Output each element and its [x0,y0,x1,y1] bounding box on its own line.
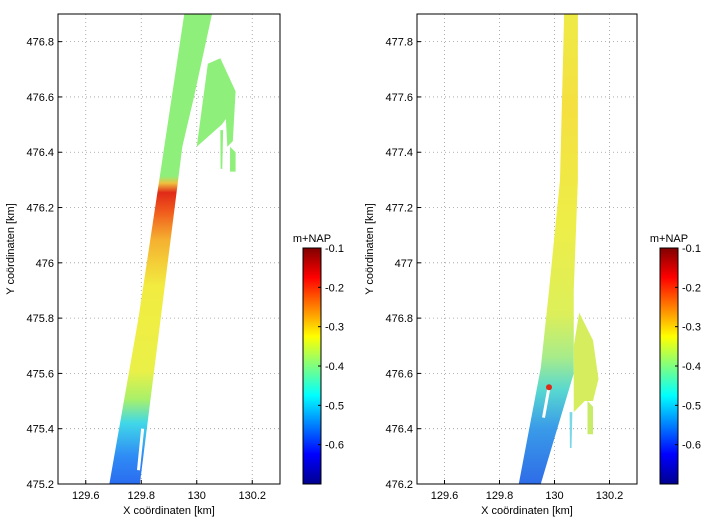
colorbar-title: m+NAP [650,233,688,245]
colorbar-tick-label: -0.3 [325,322,344,334]
axes-frame [416,13,638,485]
colorbar-tick-label: -0.1 [682,243,701,255]
colorbar-tick-label: -0.4 [325,361,344,373]
y-tick-label: 476.4 [26,147,54,159]
y-tick-label: 476.6 [385,368,413,380]
pier-1 [220,130,224,169]
chart-panel-1: 129.6 129.8 130 130.2 475.2 475.4 475.6 475.8 47… [5,13,344,517]
colorbar-tick-label: -0.2 [325,282,344,294]
harbour-region [196,58,236,147]
y-tick-label: 477 [395,258,413,270]
x-tick-label: 129.8 [127,490,155,502]
colorbar-tick-label: -0.5 [682,400,701,412]
x-tick-label: 130 [188,490,206,502]
y-tick-label: 475.8 [26,313,54,325]
water-level-field [518,14,578,484]
pier-2 [230,146,236,172]
structure-marker [136,428,145,471]
pier-1 [569,412,573,449]
y-tick-label: 476.8 [26,37,54,49]
pier-2 [587,401,593,435]
y-tick-label: 476.2 [26,203,54,215]
colorbar-tick-label: -0.6 [682,440,701,452]
chart-panel-2: 129.6 129.8 130 130.2 476.2 476.4 476.6 476.8 47… [364,13,701,517]
colorbar-tick-label: -0.5 [325,400,344,412]
y-axis-label: Y coördinaten [km] [364,203,376,295]
y-axis-label: Y coördinaten [km] [5,203,17,295]
colorbar-tick-label: -0.4 [682,361,701,373]
harbour-region [573,312,599,413]
y-tick-label: 476 [36,258,54,270]
x-axis-label: X coördinaten [km] [123,505,215,517]
structure-marker [542,386,551,418]
x-tick-label: 129.8 [486,490,514,502]
y-tick-label: 477.4 [385,147,413,159]
colorbar-tick-label: -0.6 [325,440,344,452]
colorbar: m+NAP-0.1 -0.2 -0.3 -0.4 -0.5 -0.6 [293,233,344,485]
colorbar: m+NAP-0.1 -0.2 -0.3 -0.4 -0.5 -0.6 [650,233,701,485]
y-tick-label: 476.4 [385,424,413,436]
y-tick-label: 476.2 [385,479,413,491]
x-axis-label: X coördinaten [km] [481,505,573,517]
y-tick-label: 475.4 [26,424,54,436]
x-tick-label: 129.6 [431,490,459,502]
y-tick-label: 476.8 [385,313,413,325]
x-tick-label: 130.2 [238,490,266,502]
y-tick-label: 476.6 [26,92,54,104]
x-tick-label: 130 [545,490,563,502]
y-tick-label: 475.6 [26,368,54,380]
water-level-field [109,14,213,484]
colorbar-title: m+NAP [293,233,331,245]
x-tick-label: 130.2 [596,490,624,502]
axes-frame [57,13,281,485]
colorbar-tick-label: -0.2 [682,282,701,294]
y-tick-label: 477.6 [385,92,413,104]
y-tick-label: 477.8 [385,37,413,49]
x-tick-label: 129.6 [72,490,100,502]
y-tick-label: 475.2 [26,479,54,491]
max-marker [546,384,552,391]
colorbar-tick-label: -0.1 [325,243,344,255]
colorbar-tick-label: -0.3 [682,322,701,334]
y-tick-label: 477.2 [385,203,413,215]
plot-area [417,14,637,484]
